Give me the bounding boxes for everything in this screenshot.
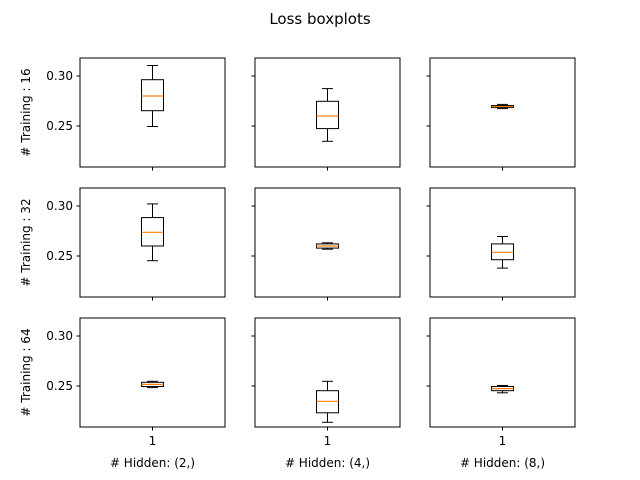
panel-r2-c1: 0.25 0.30 <box>46 187 226 301</box>
panel-r3-c2: 1 <box>251 317 401 448</box>
y-tick-label: 0.25 <box>46 249 73 263</box>
chart-title: Loss boxplots <box>269 10 371 28</box>
panel-r2-c2 <box>251 187 401 301</box>
box <box>316 100 339 130</box>
x-tick-label: 1 <box>149 434 157 448</box>
y-tick-label: 0.30 <box>46 69 73 83</box>
column-label: # Hidden: (4,) <box>285 456 370 470</box>
y-tick-label: 0.30 <box>46 199 73 213</box>
panel-frame <box>79 317 226 428</box>
panel-frame <box>254 317 401 428</box>
x-tick-label: 1 <box>324 434 332 448</box>
y-tick-label: 0.25 <box>46 119 73 133</box>
panel-r1-c1: 0.25 0.30 <box>46 57 226 171</box>
panel-frame <box>429 317 576 428</box>
panel-r1-c2 <box>251 57 401 171</box>
box <box>141 79 164 112</box>
y-tick-label: 0.30 <box>46 329 73 343</box>
row-label: # Training : 64 <box>19 328 33 416</box>
panel-r1-c3 <box>426 57 576 171</box>
panel-r2-c3 <box>426 187 576 301</box>
panel-r3-c3: 1 <box>426 317 576 448</box>
panel-frame <box>254 57 401 168</box>
column-label: # Hidden: (8,) <box>460 456 545 470</box>
panel-r3-c1: 0.25 0.30 1 <box>46 317 226 448</box>
x-tick-label: 1 <box>499 434 507 448</box>
panel-frame <box>429 57 576 168</box>
panels-group: 0.25 0.30 0.25 0.30 0.25 0.30 1 1 1 # Training : … <box>19 57 576 470</box>
row-label: # Training : 16 <box>19 68 33 156</box>
y-tick-label: 0.25 <box>46 379 73 393</box>
column-label: # Hidden: (2,) <box>110 456 195 470</box>
row-label: # Training : 32 <box>19 198 33 286</box>
